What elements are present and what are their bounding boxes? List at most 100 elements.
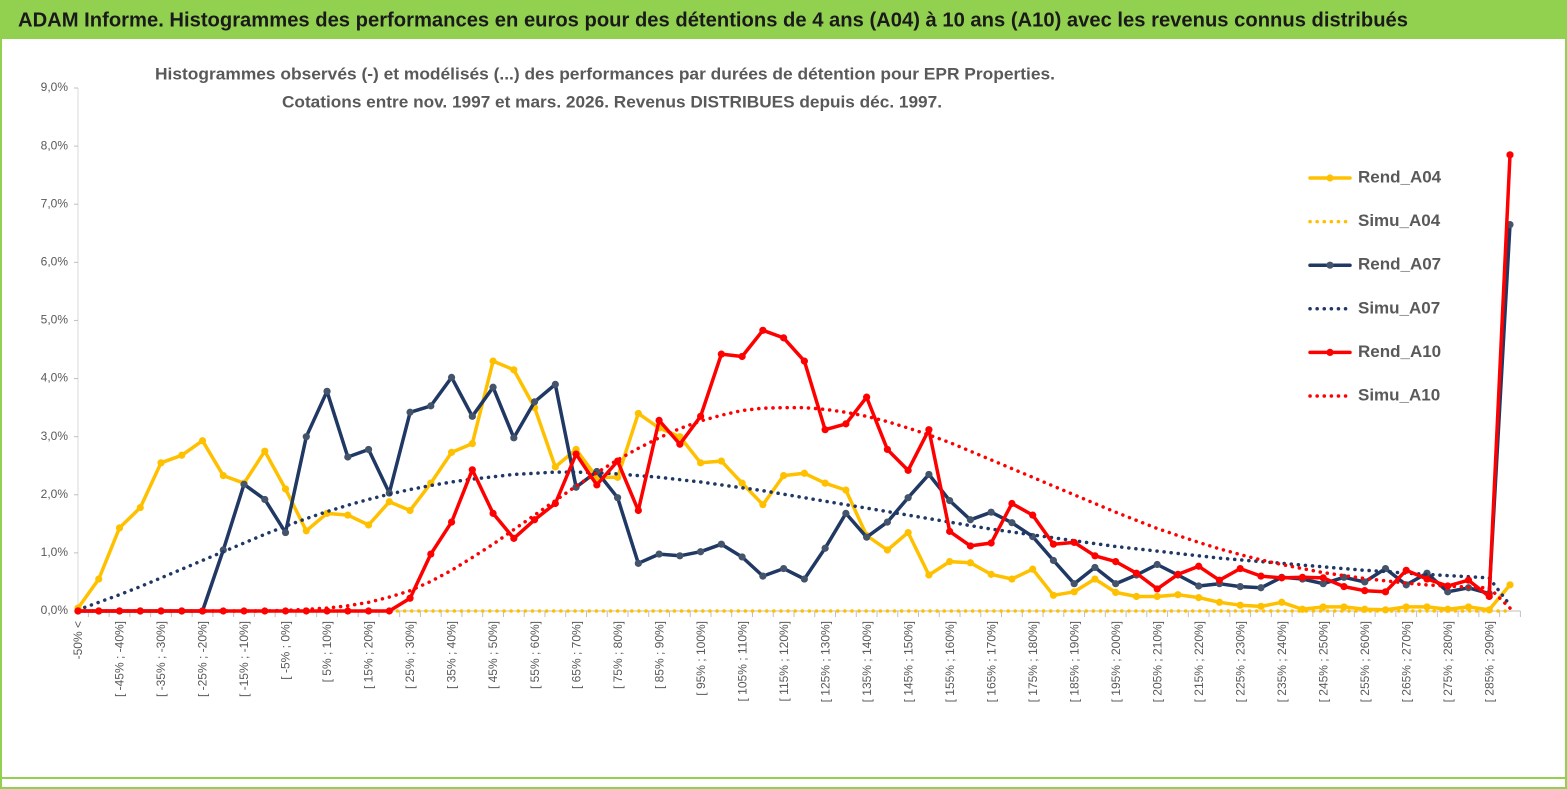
data-point [489, 357, 497, 365]
data-point [800, 575, 808, 583]
legend-label: Simu_A04 [1358, 211, 1441, 230]
data-point [1257, 602, 1265, 610]
y-tick-label: 4,0% [41, 371, 69, 385]
data-point [157, 459, 165, 467]
data-point [842, 486, 850, 494]
x-tick-label: [ -45% ; -40%] [113, 621, 127, 697]
x-tick-label: [ -25% ; -20%] [196, 621, 210, 697]
x-tick-label: [ 245% ; 250%] [1316, 621, 1330, 702]
data-point [966, 542, 975, 550]
data-point [344, 453, 352, 461]
data-point [613, 494, 622, 502]
data-point [1319, 603, 1327, 611]
data-point [966, 559, 975, 567]
data-point [447, 448, 456, 456]
data-point [95, 575, 103, 583]
data-point [551, 380, 559, 388]
data-point [697, 412, 705, 420]
data-point [344, 511, 352, 519]
x-tick-label: [ 105% ; 110%] [735, 621, 749, 702]
data-point [842, 420, 850, 428]
data-point [925, 571, 933, 579]
y-tick-label: 1,0% [41, 545, 69, 559]
data-point [198, 437, 207, 445]
data-point [738, 479, 746, 487]
data-point [427, 550, 435, 558]
y-tick-label: 9,0% [41, 80, 69, 94]
data-point [468, 466, 476, 474]
data-point [1008, 575, 1016, 583]
data-point [759, 572, 767, 580]
y-tick-label: 7,0% [41, 196, 69, 210]
data-point [1215, 598, 1224, 606]
data-point [1112, 588, 1120, 597]
x-tick-label: [ 145% ; 150%] [901, 621, 915, 702]
x-tick-label: [ 85% ; 90%] [652, 621, 666, 689]
data-point [593, 481, 601, 489]
data-point [261, 447, 269, 455]
data-point [219, 607, 227, 615]
data-point [655, 416, 663, 424]
data-point [1153, 592, 1161, 601]
data-point [697, 548, 705, 556]
data-point [1506, 151, 1514, 159]
data-point [1070, 580, 1078, 588]
data-point [157, 607, 165, 615]
data-point [1049, 556, 1058, 565]
data-point [468, 440, 476, 448]
x-tick-label: [ -35% ; -30%] [154, 621, 168, 697]
x-tick-label: [ 205% ; 210%] [1150, 621, 1164, 702]
data-point [447, 373, 456, 381]
data-point [759, 501, 767, 509]
data-point [240, 607, 248, 615]
data-point [115, 524, 124, 532]
x-tick-label: [ -15% ; -10%] [237, 621, 251, 697]
data-point [1340, 603, 1348, 611]
data-point [717, 350, 725, 358]
data-point [946, 527, 954, 535]
data-point [883, 546, 891, 554]
data-point [634, 559, 642, 567]
data-point [344, 607, 352, 615]
data-point [1049, 540, 1058, 548]
data-point [717, 457, 725, 465]
data-point [1195, 594, 1203, 602]
data-point [261, 495, 269, 504]
data-point [447, 518, 456, 526]
data-point [1319, 574, 1327, 582]
chart-title: ADAM Informe. Histogrammes des performan… [18, 9, 1408, 31]
data-point [883, 518, 891, 526]
data-point [946, 496, 954, 505]
data-point [1091, 552, 1099, 560]
data-point [323, 387, 331, 395]
data-point [1319, 580, 1327, 588]
data-point [427, 402, 435, 410]
data-point [1506, 581, 1514, 589]
data-point [634, 506, 642, 515]
data-point [530, 398, 539, 406]
data-point [738, 352, 746, 361]
x-tick-label: -50% < [71, 621, 85, 659]
x-tick-label: [ 235% ; 240%] [1275, 621, 1289, 702]
data-point [1257, 572, 1265, 580]
data-point [406, 594, 414, 602]
x-tick-label: [ 95% ; 100%] [694, 621, 708, 696]
data-point [780, 334, 788, 342]
data-point [1381, 588, 1390, 596]
data-point [1278, 598, 1286, 606]
data-point [510, 366, 518, 374]
data-point [1008, 519, 1016, 527]
legend-label: Rend_A10 [1358, 342, 1441, 361]
data-point [1029, 565, 1037, 573]
data-point [1464, 576, 1473, 584]
data-point [821, 544, 829, 552]
data-point [1236, 564, 1244, 573]
data-point [1257, 584, 1265, 592]
data-point [1132, 569, 1141, 577]
data-point [198, 607, 207, 615]
data-point [1112, 580, 1120, 588]
data-point [634, 409, 642, 418]
data-point [136, 503, 144, 512]
